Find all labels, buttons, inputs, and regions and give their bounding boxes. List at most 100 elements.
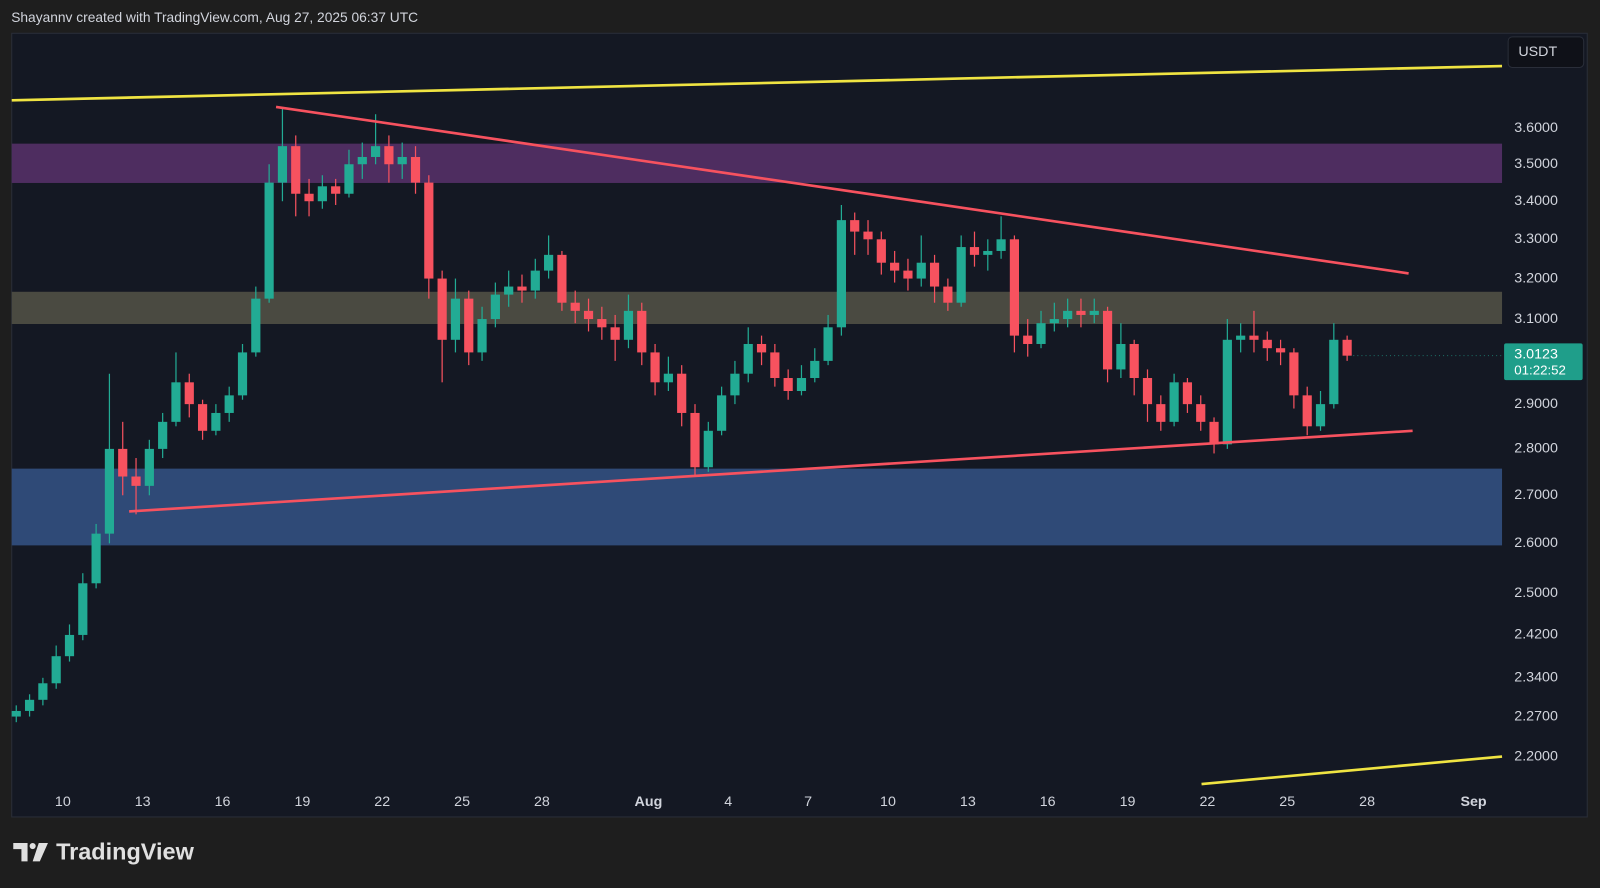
y-tick-label: 2.7000 bbox=[1514, 487, 1558, 503]
candle-body bbox=[863, 231, 873, 240]
candle-body bbox=[264, 182, 274, 299]
candle-body bbox=[1302, 395, 1312, 427]
candle-body bbox=[38, 683, 48, 700]
candle-body bbox=[703, 430, 713, 468]
x-tick-label: 28 bbox=[1359, 794, 1375, 810]
y-tick-label: 2.2700 bbox=[1514, 708, 1558, 724]
candle-body bbox=[690, 412, 700, 468]
candle-body bbox=[517, 286, 527, 291]
candle-body bbox=[78, 583, 88, 635]
candle-body bbox=[823, 327, 833, 361]
candle-body bbox=[184, 382, 194, 405]
candle-body bbox=[371, 146, 381, 157]
candle-body bbox=[1236, 335, 1246, 340]
candle-body bbox=[64, 634, 75, 657]
candle-body bbox=[1182, 382, 1193, 405]
candle-body bbox=[1116, 343, 1126, 370]
candle-body bbox=[929, 262, 940, 287]
candle-body bbox=[903, 270, 913, 279]
y-tick-label: 3.3000 bbox=[1514, 231, 1558, 247]
candle-body bbox=[663, 373, 673, 383]
x-tick-label: 28 bbox=[534, 794, 550, 810]
candle-body bbox=[331, 186, 341, 194]
candle-body bbox=[1049, 319, 1059, 324]
zone bbox=[11, 468, 1503, 546]
trend-line bbox=[275, 105, 1409, 275]
y-tick-label: 2.8000 bbox=[1514, 441, 1558, 457]
candle-body bbox=[610, 327, 620, 340]
candle-body bbox=[504, 286, 514, 295]
candle-body bbox=[956, 247, 966, 303]
candle-body bbox=[876, 239, 886, 263]
candle-body bbox=[570, 302, 580, 311]
trend-line bbox=[129, 429, 1413, 513]
logo-icon bbox=[32, 842, 48, 862]
candle-body bbox=[158, 421, 168, 449]
currency-label: USDT bbox=[1518, 44, 1557, 60]
candle-body bbox=[530, 270, 540, 291]
candle-body bbox=[557, 254, 567, 303]
candle-body bbox=[1222, 339, 1232, 445]
last-price-label: 3.0123 bbox=[1514, 346, 1558, 362]
currency-badge[interactable] bbox=[1507, 36, 1585, 68]
candle-body bbox=[969, 247, 980, 255]
candle-body bbox=[583, 310, 594, 320]
candle-body bbox=[1209, 421, 1219, 445]
header-text: Shayannv created with TradingView.com, A… bbox=[11, 10, 418, 25]
candle-body bbox=[756, 343, 767, 353]
candle-body bbox=[490, 294, 500, 320]
x-tick-label: 10 bbox=[880, 794, 896, 810]
candle-body bbox=[916, 262, 926, 279]
candle-body bbox=[211, 412, 221, 431]
y-tick-label: 2.5000 bbox=[1514, 585, 1558, 601]
x-tick-label: 16 bbox=[1040, 794, 1056, 810]
candle-body bbox=[11, 710, 21, 717]
candle-body bbox=[51, 656, 61, 684]
candle-body bbox=[1329, 339, 1339, 405]
countdown-label: 01:22:52 bbox=[1514, 362, 1566, 377]
y-tick-label: 3.2000 bbox=[1514, 270, 1558, 286]
candle-body bbox=[1315, 404, 1326, 427]
candle-body bbox=[850, 220, 860, 232]
candle-body bbox=[1169, 382, 1179, 422]
candle-body bbox=[1156, 404, 1166, 422]
x-tick-label: 7 bbox=[804, 794, 812, 810]
candle-body bbox=[1275, 348, 1286, 353]
candle-body bbox=[118, 448, 128, 477]
candle-body bbox=[1262, 339, 1272, 349]
candle-body bbox=[996, 239, 1006, 251]
candle-body bbox=[1009, 239, 1020, 336]
candle-body bbox=[890, 262, 900, 271]
candle-body bbox=[1076, 310, 1086, 315]
x-tick-label: 22 bbox=[374, 794, 390, 810]
candle-body bbox=[650, 352, 660, 383]
x-tick-label: Sep bbox=[1460, 794, 1486, 810]
candle-body bbox=[251, 298, 261, 353]
candle-body bbox=[424, 182, 434, 279]
brand-logo: TradingView bbox=[13, 838, 195, 864]
candle-body bbox=[477, 319, 487, 353]
y-tick-label: 3.1000 bbox=[1514, 311, 1558, 327]
candle-body bbox=[677, 373, 687, 413]
candle-body bbox=[197, 404, 208, 431]
candle-body bbox=[304, 193, 314, 202]
x-tick-label: 25 bbox=[1279, 794, 1295, 810]
x-tick-label: 13 bbox=[960, 794, 976, 810]
x-tick-label: 25 bbox=[454, 794, 470, 810]
last-price-badge bbox=[1504, 343, 1583, 381]
candle-body bbox=[743, 343, 753, 374]
candle-body bbox=[783, 378, 793, 392]
x-tick-label: 22 bbox=[1199, 794, 1215, 810]
logo-icon bbox=[13, 842, 28, 862]
logo-icon bbox=[29, 842, 36, 850]
x-tick-label: Aug bbox=[635, 794, 663, 810]
candle-body bbox=[1063, 310, 1073, 320]
candle-body bbox=[437, 278, 447, 340]
plot-area: 3.6000 3.5000 3.4000 3.3000 3.2000 3.1000 2.90… bbox=[11, 64, 1558, 810]
y-tick-label: 2.3400 bbox=[1514, 670, 1558, 686]
candle-body bbox=[237, 352, 248, 396]
x-tick-label: 10 bbox=[55, 794, 71, 810]
trend-line bbox=[1201, 755, 1503, 786]
